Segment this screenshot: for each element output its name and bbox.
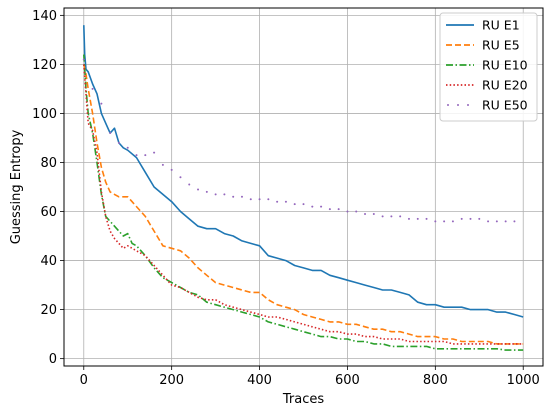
data-point: [188, 183, 191, 186]
data-point: [82, 58, 85, 61]
data-point: [425, 217, 428, 220]
data-point: [504, 220, 507, 223]
series-ru-e5: [83, 64, 524, 345]
series-ru-e20: [83, 64, 524, 345]
legend-box: [439, 12, 538, 122]
data-point: [469, 217, 472, 220]
x-tick-label: 1000: [507, 373, 540, 388]
legend-label: RU E1: [482, 18, 520, 33]
data-point: [91, 87, 94, 90]
y-tick-label: 80: [40, 156, 57, 171]
data-point: [328, 208, 331, 211]
data-point: [460, 217, 463, 220]
data-point: [390, 215, 393, 218]
series-line: [83, 25, 524, 318]
data-point: [443, 220, 446, 223]
data-point: [495, 220, 498, 223]
data-point: [109, 132, 112, 135]
data-point: [100, 102, 103, 105]
data-point: [416, 217, 419, 220]
series-line: [83, 64, 524, 345]
data-point: [232, 195, 235, 198]
data-point: [372, 212, 375, 215]
data-point: [346, 210, 349, 213]
data-point: [311, 205, 314, 208]
legend-label: RU E50: [482, 98, 528, 113]
y-tick-label: 120: [32, 58, 57, 73]
series-line: [83, 64, 524, 345]
y-tick-label: 100: [32, 107, 57, 122]
data-point: [364, 212, 367, 215]
data-point: [434, 220, 437, 223]
data-point: [240, 195, 243, 198]
series-ru-e50: [82, 58, 516, 223]
data-point: [284, 200, 287, 203]
data-point: [223, 193, 226, 196]
y-tick-label: 140: [32, 9, 57, 24]
legend-label: RU E10: [482, 58, 528, 73]
y-tick-label: 40: [40, 254, 57, 269]
series-ru-e1: [83, 25, 524, 318]
series-ru-e10: [83, 54, 524, 351]
x-tick-label: 600: [335, 373, 360, 388]
y-tick-label: 0: [49, 352, 57, 367]
data-point: [399, 215, 402, 218]
data-point: [214, 193, 217, 196]
data-point: [205, 190, 208, 193]
data-point: [293, 203, 296, 206]
data-point: [153, 151, 156, 154]
data-point: [249, 198, 252, 201]
data-point: [302, 203, 305, 206]
data-point: [337, 208, 340, 211]
data-point: [381, 215, 384, 218]
series-layer: [82, 25, 524, 351]
data-point: [451, 220, 454, 223]
data-point: [126, 146, 129, 149]
legend: RU E1 RU E5 RU E10 RU E20 RU E50: [439, 12, 538, 122]
axis-ticks: 0 200 400 600 800 1000 0 20 40 60 80 100 120 140: [32, 9, 540, 388]
data-point: [135, 154, 138, 157]
series-line: [83, 54, 524, 351]
data-point: [170, 168, 173, 171]
data-point: [478, 217, 481, 220]
data-point: [320, 205, 323, 208]
x-tick-label: 0: [80, 373, 88, 388]
y-tick-label: 60: [40, 205, 57, 220]
plot-frame: [63, 7, 544, 367]
data-point: [407, 217, 410, 220]
x-tick-label: 800: [423, 373, 448, 388]
data-point: [355, 210, 358, 213]
data-point: [161, 163, 164, 166]
y-axis-label: Guessing Entropy: [9, 129, 24, 244]
x-axis-label: Traces: [282, 392, 324, 407]
grid: [64, 8, 543, 366]
data-point: [276, 200, 279, 203]
data-point: [144, 154, 147, 157]
x-tick-label: 200: [159, 373, 184, 388]
legend-swatch: [457, 104, 459, 106]
data-point: [258, 198, 261, 201]
data-point: [197, 188, 200, 191]
legend-swatch: [447, 104, 449, 106]
legend-label: RU E20: [482, 78, 528, 93]
data-point: [267, 198, 270, 201]
legend-label: RU E5: [482, 38, 520, 53]
legend-swatch: [467, 104, 469, 106]
y-tick-label: 20: [40, 303, 57, 318]
data-point: [487, 220, 490, 223]
data-point: [513, 220, 516, 223]
data-point: [179, 176, 182, 179]
x-tick-label: 400: [247, 373, 272, 388]
data-point: [117, 141, 120, 144]
